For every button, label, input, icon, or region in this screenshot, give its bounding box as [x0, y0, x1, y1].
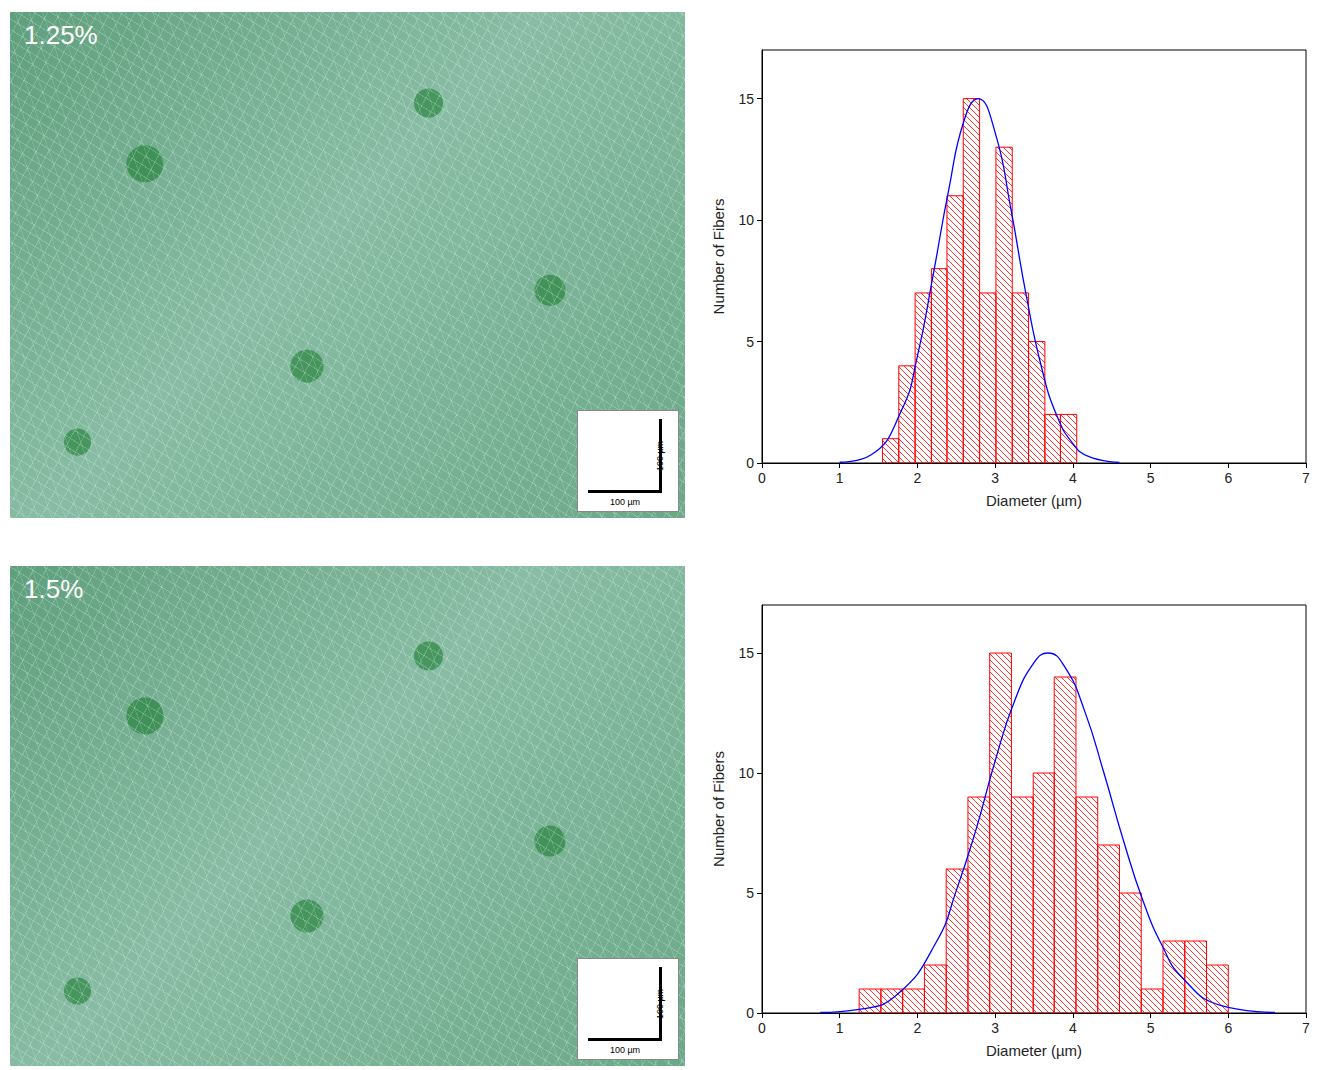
svg-text:4: 4 — [1069, 470, 1077, 486]
svg-text:4: 4 — [1069, 1020, 1077, 1036]
html-text:1.5%: 1.5% — [24, 574, 84, 604]
svg-text:2: 2 — [914, 470, 922, 486]
html-text:100 µm: 100 µm — [609, 497, 641, 507]
svg-text:2: 2 — [914, 1020, 922, 1036]
svg-text:0: 0 — [758, 470, 766, 486]
svg-text:5: 5 — [746, 334, 754, 350]
svg-text:6: 6 — [1224, 470, 1232, 486]
html-text:1.25%: 1.25% — [24, 20, 98, 50]
svg-text:Diameter (µm): Diameter (µm) — [986, 1042, 1082, 1059]
svg-text:7: 7 — [1302, 1020, 1310, 1036]
svg-text:5: 5 — [1147, 470, 1155, 486]
svg-text:15: 15 — [738, 645, 754, 661]
svg-text:0: 0 — [746, 1005, 754, 1021]
svg-text:6: 6 — [1224, 1020, 1232, 1036]
html-text:100 µm: 100 µm — [609, 1045, 641, 1055]
svg-text:Number of Fibers: Number of Fibers — [710, 751, 727, 867]
svg-text:10: 10 — [738, 765, 754, 781]
svg-text:0: 0 — [746, 455, 754, 471]
svg-text:Number of Fibers: Number of Fibers — [710, 199, 727, 315]
svg-text:0: 0 — [758, 1020, 766, 1036]
svg-text:5: 5 — [746, 885, 754, 901]
svg-text:3: 3 — [991, 470, 999, 486]
svg-text:3: 3 — [991, 1020, 999, 1036]
svg-text:7: 7 — [1302, 470, 1310, 486]
svg-text:15: 15 — [738, 91, 754, 107]
html-text:100 µm: 100 µm — [655, 988, 665, 1020]
svg-text:1: 1 — [836, 470, 844, 486]
html-text:100 µm: 100 µm — [655, 440, 665, 472]
svg-text:5: 5 — [1147, 1020, 1155, 1036]
svg-text:Diameter (µm): Diameter (µm) — [986, 492, 1082, 509]
svg-text:10: 10 — [738, 212, 754, 228]
svg-text:1: 1 — [836, 1020, 844, 1036]
